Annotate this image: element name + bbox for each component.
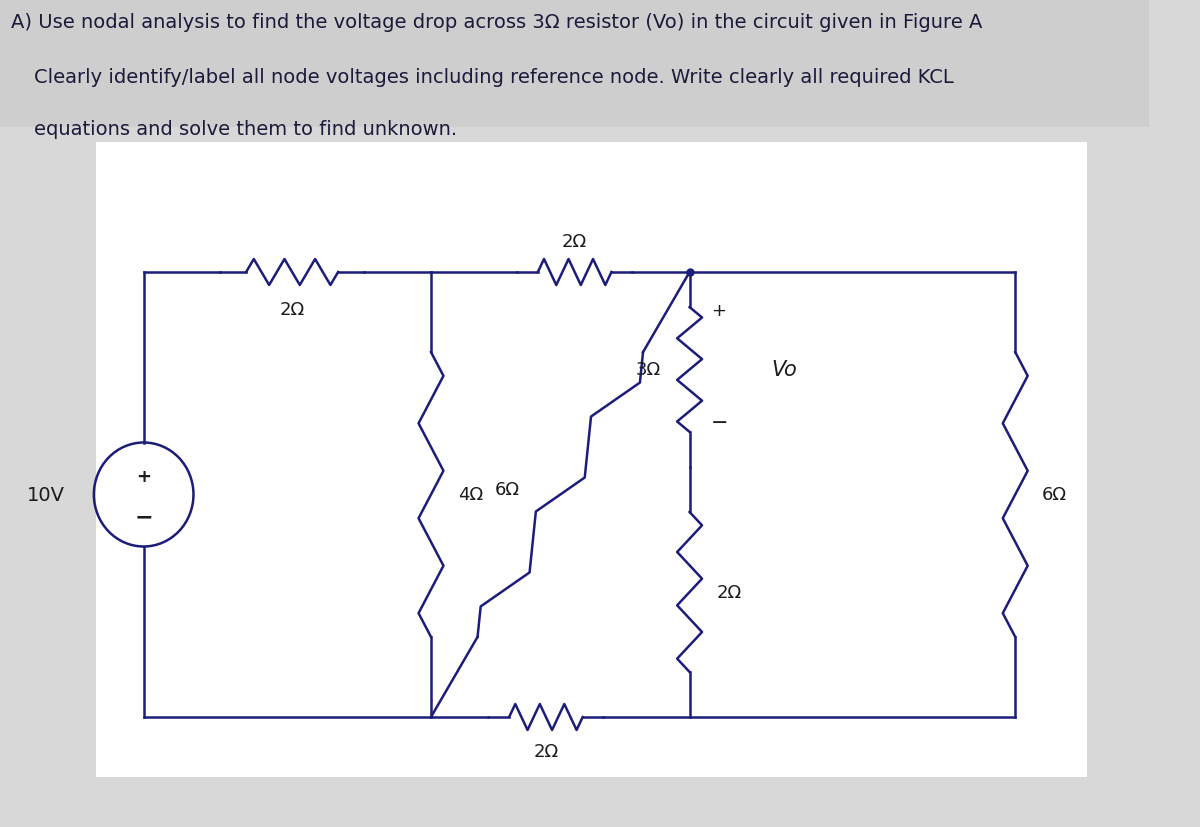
Text: A) Use nodal analysis to find the voltage drop across 3Ω resistor (Vo) in the ci: A) Use nodal analysis to find the voltag… (12, 13, 983, 32)
Text: 4Ω: 4Ω (458, 486, 482, 504)
Text: Vo: Vo (772, 360, 797, 380)
Text: −: − (134, 507, 152, 527)
Text: −: − (710, 413, 728, 433)
Text: 2Ω: 2Ω (280, 301, 305, 318)
Bar (96, 143, 1087, 777)
Bar (5, 128, 1145, 827)
Text: 2Ω: 2Ω (716, 583, 742, 601)
Text: +: + (136, 468, 151, 486)
Text: Clearly identify/label all node voltages including reference node. Write clearly: Clearly identify/label all node voltages… (34, 68, 953, 87)
Bar (0, 0, 1150, 128)
Text: 3Ω: 3Ω (636, 361, 661, 379)
Text: 2Ω: 2Ω (533, 742, 558, 760)
Text: 6Ω: 6Ω (496, 481, 520, 499)
Text: equations and solve them to find unknown.: equations and solve them to find unknown… (34, 120, 457, 139)
Text: 6Ω: 6Ω (1042, 486, 1067, 504)
Text: 10V: 10V (28, 485, 65, 504)
Text: 2Ω: 2Ω (562, 232, 587, 251)
Text: +: + (710, 302, 726, 319)
